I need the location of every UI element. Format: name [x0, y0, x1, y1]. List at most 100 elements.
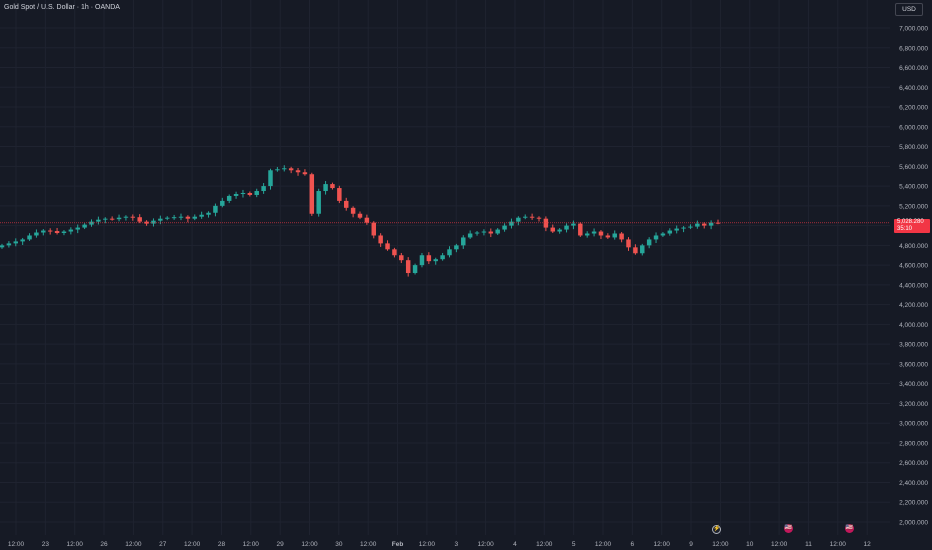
candle-body [674, 228, 679, 231]
y-tick-label: 3,000.000 [899, 421, 928, 428]
candle-body [240, 192, 246, 194]
candle-body [61, 231, 67, 234]
chart-grid [0, 0, 890, 535]
candle-body [233, 193, 239, 196]
x-tick-label: 3 [454, 541, 458, 548]
us-flag-icon[interactable]: 🇺🇸 [845, 524, 854, 533]
candle-body [715, 222, 721, 224]
y-tick-label: 5,600.000 [899, 164, 928, 171]
x-tick-label: Feb [392, 541, 404, 548]
candle-body [199, 214, 204, 217]
candle-body [412, 265, 418, 274]
candle-body [295, 170, 301, 173]
candle-body [571, 223, 576, 226]
candles [0, 165, 721, 277]
candle-body [385, 243, 390, 250]
candle-body [213, 205, 218, 213]
candle-body [192, 216, 198, 219]
candle-body [185, 216, 191, 219]
candle-body [461, 237, 466, 246]
candle-body [509, 221, 514, 226]
candle-body [640, 245, 645, 254]
x-tick-label: 12:00 [67, 541, 84, 548]
x-tick-label: 12:00 [654, 541, 671, 548]
bar-countdown: 35:10 [897, 225, 913, 232]
x-tick-label: 12:00 [477, 541, 494, 548]
x-tick-label: 23 [42, 541, 50, 548]
candle-body [467, 233, 473, 238]
candle-body [337, 188, 342, 201]
x-tick-label: 12:00 [243, 541, 260, 548]
x-tick-label: 27 [159, 541, 167, 548]
candle-body [474, 232, 480, 234]
y-tick-label: 7,000.000 [899, 26, 928, 33]
candle-body [41, 230, 46, 233]
candle-body [20, 239, 25, 242]
candle-body [433, 259, 438, 262]
candle-body [399, 255, 404, 261]
currency-selector[interactable]: USD [895, 3, 923, 16]
candle-body [364, 217, 370, 223]
y-tick-label: 2,400.000 [899, 480, 928, 487]
y-tick-label: 5,400.000 [899, 184, 928, 191]
candle-body [261, 186, 266, 192]
candle-body [612, 233, 617, 238]
x-tick-label: 4 [513, 541, 517, 548]
price-axis[interactable]: 2,000.000 2,200.000 2,400.000 2,600.000 2,80… [899, 26, 928, 527]
candle-body [426, 255, 432, 262]
candle-body [268, 170, 273, 187]
candle-body [89, 221, 94, 225]
candle-body [584, 233, 590, 236]
candle-body [54, 231, 60, 234]
candle-body [323, 184, 328, 192]
candle-body [171, 217, 177, 219]
x-tick-label: 12:00 [8, 541, 25, 548]
x-tick-label: 6 [631, 541, 635, 548]
candle-body [82, 224, 87, 228]
candle-body [419, 255, 425, 266]
y-tick-label: 2,800.000 [899, 440, 928, 447]
candle-body [495, 229, 500, 234]
x-tick-label: 12:00 [360, 541, 377, 548]
x-tick-label: 12 [864, 541, 872, 548]
candle-body [653, 235, 659, 240]
candle-body [6, 243, 12, 246]
x-tick-label: 12:00 [712, 541, 729, 548]
last-price-tag: 5,028.280 35:10 [894, 218, 930, 233]
candle-body [13, 241, 19, 244]
candle-body [68, 229, 74, 232]
x-tick-label: 12:00 [830, 541, 847, 548]
y-tick-label: 4,600.000 [899, 263, 928, 270]
x-tick-label: 26 [100, 541, 108, 548]
x-tick-label: 10 [746, 541, 754, 548]
candle-body [633, 247, 638, 254]
candle-body [357, 213, 363, 218]
lightning-icon[interactable]: ⚡ [712, 525, 721, 534]
time-axis[interactable]: 12:00 23 12:00 26 12:00 27 12:00 28 12:00 29 12:00… [8, 541, 871, 548]
candle-body [288, 168, 294, 171]
candle-body [164, 217, 170, 219]
us-flag-icon[interactable]: 🇺🇸 [784, 524, 793, 533]
candle-body [0, 245, 5, 248]
candle-body [34, 232, 39, 236]
candle-body [275, 169, 280, 171]
candle-body [316, 191, 321, 214]
candle-body [454, 245, 459, 250]
x-tick-label: 12:00 [771, 541, 788, 548]
candle-body [350, 207, 356, 214]
candle-body [536, 217, 542, 219]
y-tick-label: 6,600.000 [899, 65, 928, 72]
y-tick-label: 5,200.000 [899, 203, 928, 210]
candle-body [619, 233, 624, 240]
candle-body [151, 220, 156, 224]
x-tick-label: 9 [689, 541, 693, 548]
candle-body [578, 223, 583, 236]
candle-body [598, 231, 604, 236]
symbol-title: Gold Spot / U.S. Dollar · 1h · OANDA [4, 4, 120, 11]
x-tick-label: 12:00 [595, 541, 612, 548]
candle-body [626, 239, 631, 248]
y-tick-label: 2,600.000 [899, 460, 928, 467]
candle-body [27, 235, 32, 240]
x-tick-label: 12:00 [184, 541, 201, 548]
